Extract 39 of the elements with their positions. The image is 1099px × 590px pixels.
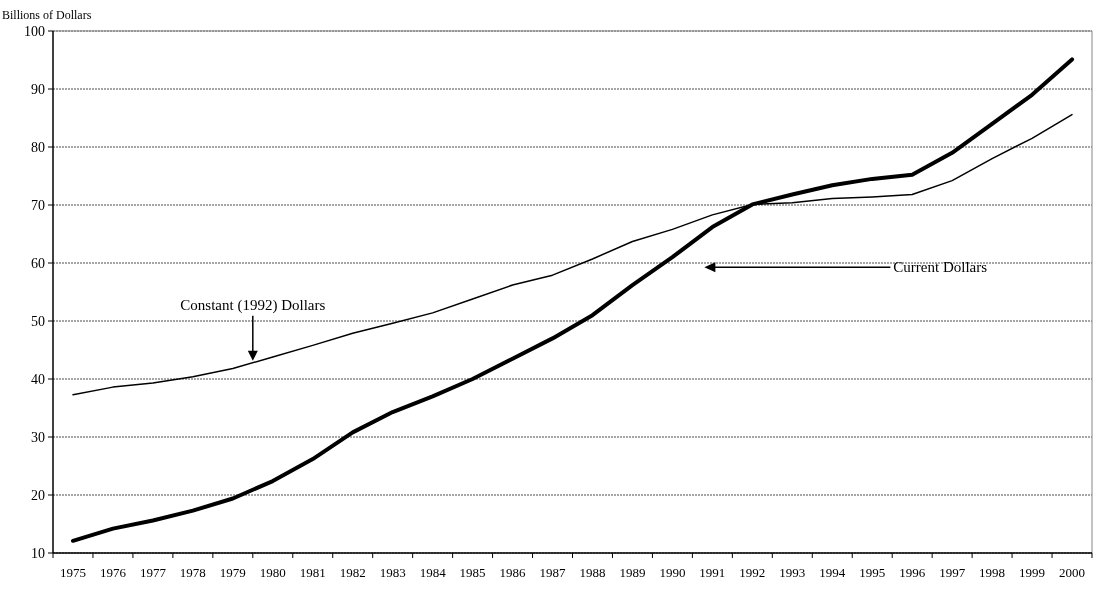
x-tick-label: 1984 bbox=[419, 565, 447, 580]
x-tick-label: 1985 bbox=[459, 565, 486, 580]
y-tick-label: 60 bbox=[31, 255, 45, 271]
x-tick-label: 2000 bbox=[1059, 565, 1086, 580]
y-tick-label: 70 bbox=[31, 197, 45, 213]
x-tick-label: 1989 bbox=[619, 565, 646, 580]
x-tick-label: 1988 bbox=[579, 565, 606, 580]
x-tick-label: 1987 bbox=[539, 565, 567, 580]
y-tick-label: 40 bbox=[31, 371, 45, 387]
x-tick-label: 1980 bbox=[259, 565, 286, 580]
x-tick-label: 1992 bbox=[739, 565, 766, 580]
y-tick-label: 50 bbox=[31, 313, 45, 329]
x-tick-label: 1983 bbox=[379, 565, 406, 580]
x-tick-label: 1999 bbox=[1019, 565, 1046, 580]
x-tick-label: 1996 bbox=[899, 565, 926, 580]
x-tick-label: 1986 bbox=[499, 565, 527, 580]
x-tick-label: 1997 bbox=[939, 565, 966, 580]
x-tick-label: 1990 bbox=[659, 565, 686, 580]
x-tick-label: 1993 bbox=[779, 565, 806, 580]
y-tick-label: 90 bbox=[31, 81, 45, 97]
x-tick-label: 1991 bbox=[699, 565, 726, 580]
x-tick-label: 1994 bbox=[819, 565, 846, 580]
x-tick-label: 1981 bbox=[299, 565, 326, 580]
annotation: Current Dollars bbox=[893, 259, 988, 276]
x-tick-label: 1982 bbox=[339, 565, 366, 580]
x-tick-label: 1975 bbox=[59, 565, 86, 580]
y-axis-title: Billions of Dollars bbox=[2, 8, 92, 22]
x-tick-label: 1978 bbox=[179, 565, 206, 580]
y-tick-label: 30 bbox=[31, 429, 45, 445]
y-tick-label: 20 bbox=[31, 487, 45, 503]
x-tick-label: 1995 bbox=[859, 565, 886, 580]
x-tick-label: 1976 bbox=[99, 565, 127, 580]
y-tick-label: 10 bbox=[31, 545, 45, 561]
x-tick-label: 1979 bbox=[219, 565, 246, 580]
annotation: Constant (1992) Dollars bbox=[180, 296, 326, 314]
y-tick-label: 80 bbox=[31, 139, 45, 155]
x-tick-label: 1977 bbox=[139, 565, 167, 580]
y-tick-label: 100 bbox=[24, 23, 45, 39]
x-tick-label: 1998 bbox=[979, 565, 1006, 580]
